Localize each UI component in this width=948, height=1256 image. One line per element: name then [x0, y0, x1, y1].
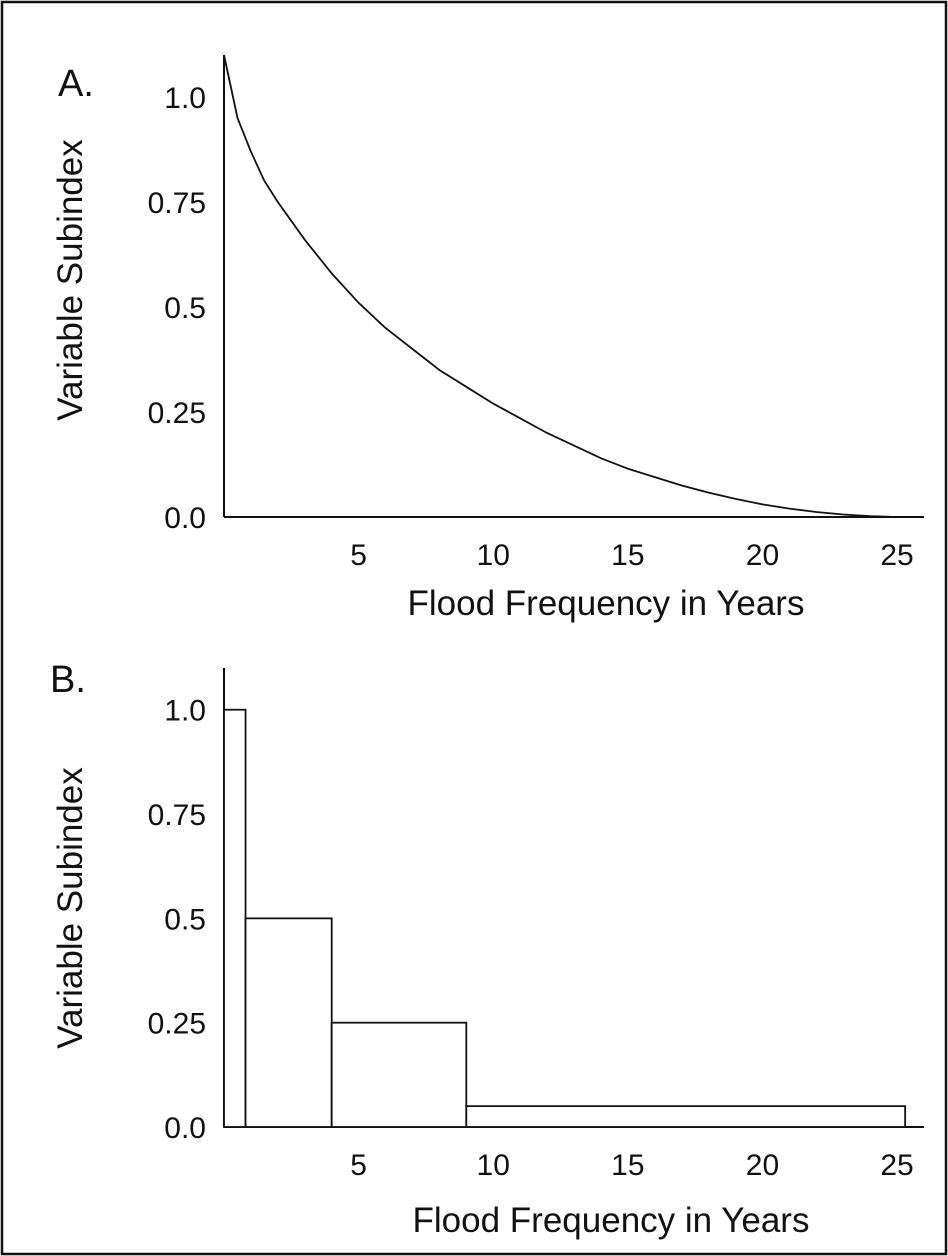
panel-a-plot-area: 0.0 0.25 0.5 0.75 1.0 5 10 15 20 25: [148, 54, 924, 572]
panel-b-bar: [465, 1105, 907, 1128]
panel-a-x-tick-label: 20: [746, 539, 779, 572]
panel-a-label: A.: [58, 63, 94, 105]
panel-b-x-tick-label: 25: [880, 1149, 913, 1182]
panel-b-x-tick-label: 10: [477, 1149, 510, 1182]
panel-b-x-tick-label: 15: [611, 1149, 644, 1182]
panel-b-y-tick-label: 0.75: [148, 799, 206, 832]
panel-b-x-tick-label: 5: [350, 1149, 367, 1182]
panel-b-y-axis-title: Variable Subindex: [51, 767, 90, 1049]
panel-a: A. Variable Subindex Flood Frequency in …: [51, 54, 924, 623]
panel-a-x-tick-label: 25: [880, 539, 913, 572]
panel-a-y-tick-label: 0.75: [148, 187, 206, 220]
panel-b: B. Variable Subindex Flood Frequency in …: [50, 659, 924, 1240]
panel-a-y-tick-label: 0.5: [164, 292, 206, 325]
panel-a-x-axis-title: Flood Frequency in Years: [408, 584, 805, 623]
panel-a-series-line: [223, 54, 924, 518]
panel-b-x-tick-label: 20: [746, 1149, 779, 1182]
panel-b-y-tick-label: 0.5: [164, 903, 206, 936]
panel-b-x-axis-title: Flood Frequency in Years: [413, 1201, 810, 1240]
panel-a-y-tick-label: 1.0: [164, 82, 206, 115]
panel-b-y-tick-label: 0.0: [164, 1112, 206, 1145]
panel-b-bar: [330, 1021, 468, 1128]
panel-b-label: B.: [50, 659, 86, 701]
panel-a-x-tick-label: 10: [477, 539, 510, 572]
panel-a-y-tick-label: 0.0: [164, 502, 206, 535]
panel-b-y-tick-label: 1.0: [164, 695, 206, 728]
panel-b-y-tick-label: 0.25: [148, 1008, 206, 1041]
panel-b-plot-area: 0.0 0.25 0.5 0.75 1.0 5 10 15 20 25: [148, 668, 924, 1182]
panel-a-y-axis-title: Variable Subindex: [51, 139, 90, 421]
panel-b-bar: [223, 708, 247, 1128]
panel-b-bar: [244, 917, 333, 1128]
panel-a-x-tick-label: 15: [611, 539, 644, 572]
panel-a-y-tick-label: 0.25: [148, 397, 206, 430]
panel-a-x-tick-label: 5: [350, 539, 367, 572]
